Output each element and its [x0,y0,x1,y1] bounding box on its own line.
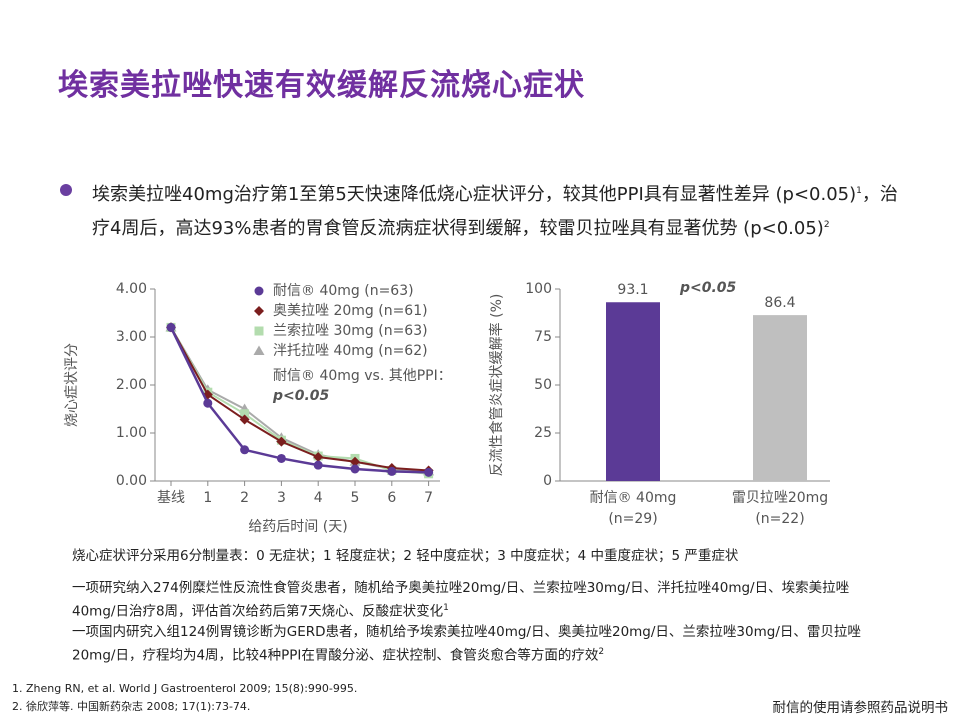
y-tick-label: 50 [534,377,552,393]
series-line [170,326,429,472]
note: 烧心症状评分采用6分制量表：0 无症状；1 轻度症状；2 轻中度症状；3 中度症… [72,546,872,566]
annotation-p: p<0.05 [679,280,737,296]
point [253,345,265,355]
annotation: 耐信® 40mg vs. 其他PPI： [273,368,452,384]
bullet-text: 埃索美拉唑40mg治疗第1至第5天快速降低烧心症状评分，较其他PPI具有显著性差… [92,176,900,244]
legend-label: 耐信® 40mg (n=63) [273,283,414,299]
point [239,414,250,425]
x-axis-label: 给药后时间 (天) [248,519,347,535]
x-tick-label: 雷贝拉唑20mg [732,490,828,506]
y-tick-label: 0 [543,473,552,489]
x-tick-label: 基线 [157,489,185,506]
point [350,456,360,467]
footer: 耐信的使用请参照药品说明书 [772,700,949,716]
series-line [169,326,429,474]
x-tick-label: 4 [314,490,323,506]
y-tick-label: 100 [525,281,552,297]
text: ，治疗4周后，高达93%患者的胃食管反流病症状得到缓解，较雷贝拉唑具有显著优势 … [92,184,898,239]
citation: 1 [856,186,862,196]
x-tick-label: 5 [351,490,360,506]
legend-label: 兰索拉唑 30mg (n=63) [273,322,428,339]
x-tick-label: 2 [240,490,249,506]
series-line [170,326,429,475]
bar [753,315,807,481]
y-tick-label: 2.00 [116,377,147,393]
x-tick-label: 3 [277,490,286,506]
point [387,466,397,476]
point [424,467,434,477]
text: 埃索美拉唑40mg治疗第1至第5天快速降低烧心症状评分，较其他PPI具有显著性差… [92,184,857,205]
legend-label: 泮托拉唑 40mg (n=62) [273,343,428,359]
citation: 2 [598,647,605,657]
x-tick-label: 耐信® 40mg [590,490,677,506]
y-tick-label: 1.00 [116,425,147,441]
reference: 1. Zheng RN, et al. World J Gastroentero… [12,682,358,695]
point [254,306,264,316]
point [276,453,286,463]
text: 一项国内研究入组124例胃镜诊断为GERD患者，随机给予埃索美拉唑40mg/日、… [72,624,861,664]
bar [606,302,660,481]
citation: 1 [443,603,449,613]
text: 烧心症状评分采用6分制量表：0 无症状；1 轻度症状；2 轻中度症状；3 中度症… [72,548,739,564]
point [240,445,250,455]
point [350,464,360,474]
x-tick-label: 1 [203,490,212,506]
point [240,409,250,419]
value-label: 93.1 [617,282,648,298]
slide-title: 埃索美拉唑快速有效缓解反流烧心症状 [58,68,585,103]
annotation-p: p<0.05 [272,388,330,404]
point [254,286,264,296]
y-tick-label: 0.00 [116,473,147,489]
point [276,436,287,447]
y-axis-label: 烧心症状评分 [64,343,80,427]
point [166,322,176,332]
reference: 2. 徐欣萍等. 中国新药杂志 2008; 17(1):73-74. [12,700,251,713]
note: 一项研究纳入274例糜烂性反流性食管炎患者，随机给予奥美拉唑20mg/日、兰索拉… [72,578,872,622]
y-tick-label: 3.00 [116,329,147,345]
y-axis-label: 反流性食管炎症状缓解率 (%) [488,294,505,477]
y-tick-label: 75 [534,329,552,345]
value-label: 86.4 [764,295,795,311]
point [254,326,264,336]
bullet-dot [60,184,72,196]
x-tick-sublabel: (n=22) [755,511,804,527]
note: 一项国内研究入组124例胃镜诊断为GERD患者，随机给予埃索美拉唑40mg/日、… [72,622,872,666]
text: 一项研究纳入274例糜烂性反流性食管炎患者，随机给予奥美拉唑20mg/日、兰索拉… [72,580,850,620]
x-tick-label: 7 [424,490,433,506]
point [313,452,324,462]
x-tick-sublabel: (n=29) [608,511,657,527]
citation: 2 [823,220,830,230]
y-tick-label: 4.00 [116,281,147,297]
point [313,460,323,470]
y-tick-label: 25 [534,425,552,441]
point [203,398,213,408]
legend-label: 奥美拉唑 20mg (n=61) [273,302,428,319]
x-tick-label: 6 [387,490,396,506]
